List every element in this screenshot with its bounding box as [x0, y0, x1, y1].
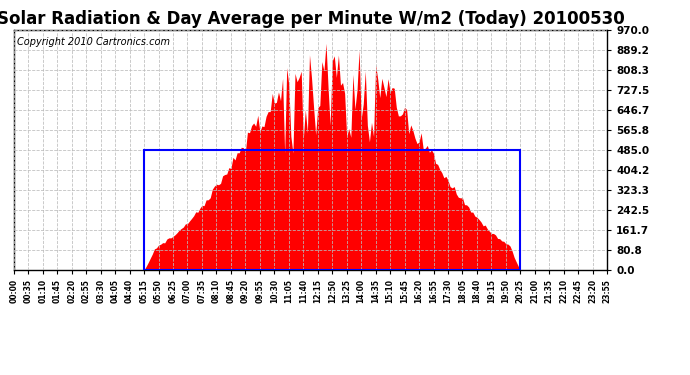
Title: Solar Radiation & Day Average per Minute W/m2 (Today) 20100530: Solar Radiation & Day Average per Minute… [0, 10, 624, 28]
Bar [144, 150, 520, 270]
Text: Copyright 2010 Cartronics.com: Copyright 2010 Cartronics.com [17, 37, 170, 47]
